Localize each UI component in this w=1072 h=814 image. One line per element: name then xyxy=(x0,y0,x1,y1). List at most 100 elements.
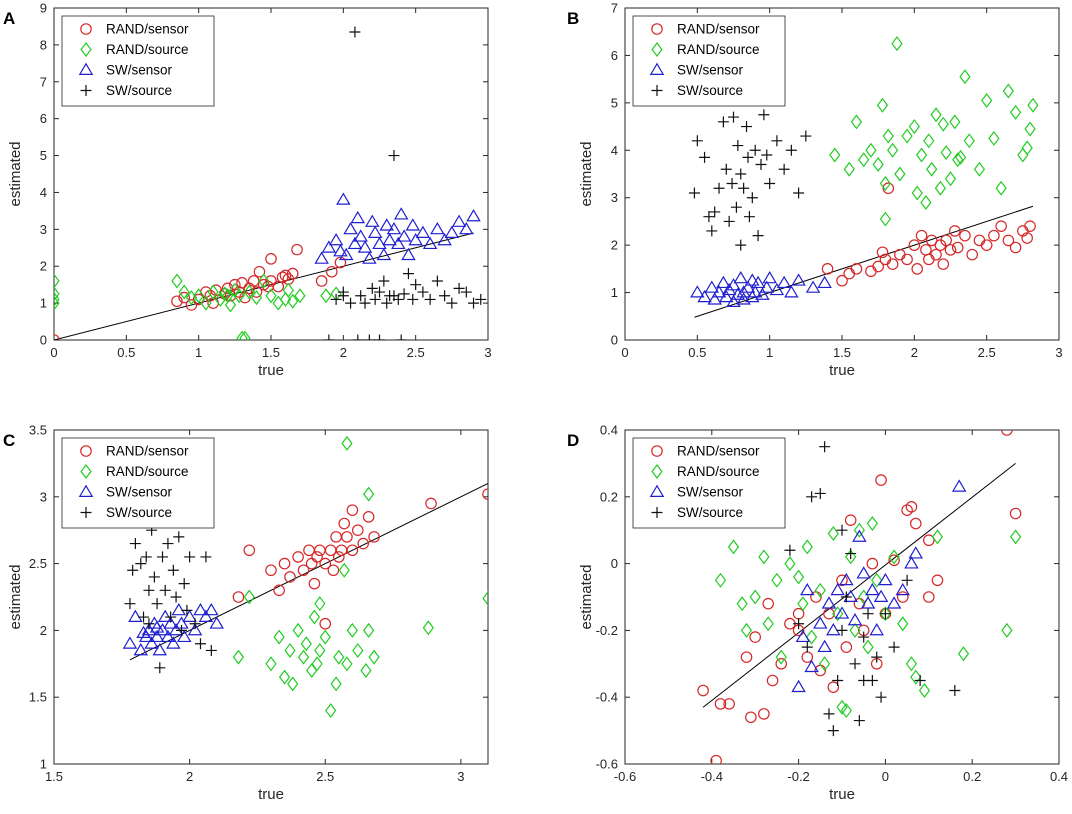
data-point xyxy=(219,286,231,302)
data-point xyxy=(908,546,924,559)
data-point xyxy=(875,474,887,486)
legend-marker xyxy=(651,445,663,457)
data-point xyxy=(853,522,865,538)
data-point xyxy=(840,703,852,719)
data-point xyxy=(149,620,165,633)
data-point xyxy=(749,631,761,643)
data-point xyxy=(1021,140,1033,156)
data-point xyxy=(697,289,712,303)
data-point xyxy=(345,297,357,309)
legend-label: RAND/source xyxy=(677,42,760,57)
data-point xyxy=(843,161,855,177)
data-point xyxy=(730,201,742,213)
legend: RAND/sensor RAND/source SW/sensor SW/source xyxy=(632,437,786,529)
data-point xyxy=(401,247,416,261)
legend-marker xyxy=(80,507,92,518)
data-point xyxy=(882,128,894,144)
series-rand-sensor xyxy=(232,488,488,630)
data-point xyxy=(823,708,835,720)
x-tick-label: -0.4 xyxy=(701,769,723,784)
data-point xyxy=(981,92,993,108)
data-point xyxy=(430,221,445,235)
data-point xyxy=(800,582,815,596)
data-point xyxy=(415,225,431,238)
series-sw-source xyxy=(323,26,487,340)
data-point xyxy=(850,263,863,275)
data-point xyxy=(891,36,903,52)
data-point xyxy=(793,187,805,199)
data-point xyxy=(940,234,952,247)
data-point xyxy=(398,288,410,300)
series-sw-source xyxy=(124,524,217,674)
data-point xyxy=(466,209,481,222)
data-point xyxy=(135,558,147,570)
legend-marker xyxy=(649,62,665,75)
data-point xyxy=(181,604,193,616)
data-point xyxy=(911,185,923,201)
data-point xyxy=(862,608,874,620)
data-point xyxy=(736,292,751,305)
data-point xyxy=(349,26,361,38)
data-point xyxy=(1024,220,1036,232)
data-point xyxy=(973,161,986,177)
data-point xyxy=(365,214,380,227)
data-point xyxy=(747,285,763,298)
data-point xyxy=(895,582,911,596)
legend: RAND/sensor RAND/source SW/sensor SW/source xyxy=(61,437,215,529)
data-point xyxy=(273,629,285,645)
data-point xyxy=(319,617,332,630)
data-point xyxy=(437,233,452,246)
data-point xyxy=(388,290,400,302)
data-point xyxy=(162,538,174,550)
legend-label: RAND/sensor xyxy=(106,22,189,37)
data-point xyxy=(1021,232,1033,244)
y-tick-label: 2.5 xyxy=(29,556,47,571)
data-point xyxy=(827,526,839,542)
data-point xyxy=(908,239,921,251)
data-point xyxy=(300,636,312,652)
data-point xyxy=(243,589,255,605)
data-point xyxy=(178,284,190,300)
series-rand-source xyxy=(714,516,1022,719)
data-point xyxy=(381,297,393,309)
data-point xyxy=(866,557,879,570)
y-tick-label: 6 xyxy=(40,111,47,126)
data-point xyxy=(871,572,883,588)
data-point xyxy=(369,293,381,305)
data-point xyxy=(291,243,303,256)
data-point xyxy=(341,531,353,543)
data-point xyxy=(154,662,166,674)
data-point xyxy=(730,287,746,300)
data-point xyxy=(771,572,783,588)
data-point xyxy=(193,602,208,616)
data-point xyxy=(311,656,323,672)
data-point xyxy=(804,659,819,673)
data-point xyxy=(858,631,870,643)
data-point xyxy=(908,119,920,135)
data-point xyxy=(934,180,946,196)
data-point xyxy=(813,616,828,629)
x-axis-label: true xyxy=(829,362,855,379)
data-point xyxy=(801,539,813,555)
data-point xyxy=(876,246,889,259)
data-point xyxy=(762,270,777,284)
data-point xyxy=(184,551,196,563)
data-point xyxy=(710,754,722,764)
legend-label: RAND/source xyxy=(106,42,189,57)
data-point xyxy=(422,236,438,250)
data-point xyxy=(363,622,375,638)
y-tick-label: 2 xyxy=(40,623,47,638)
data-point xyxy=(720,163,732,175)
data-point xyxy=(54,286,60,302)
y-tick-label: 0 xyxy=(40,333,47,348)
data-point xyxy=(778,163,790,175)
data-point xyxy=(886,596,902,609)
data-point xyxy=(843,589,858,602)
legend-marker xyxy=(651,23,663,35)
y-tick-label: 1.5 xyxy=(29,690,47,705)
series-rand-sensor xyxy=(821,182,1036,287)
data-point xyxy=(749,589,761,605)
data-point xyxy=(460,286,472,298)
legend-label: RAND/sensor xyxy=(106,444,189,459)
